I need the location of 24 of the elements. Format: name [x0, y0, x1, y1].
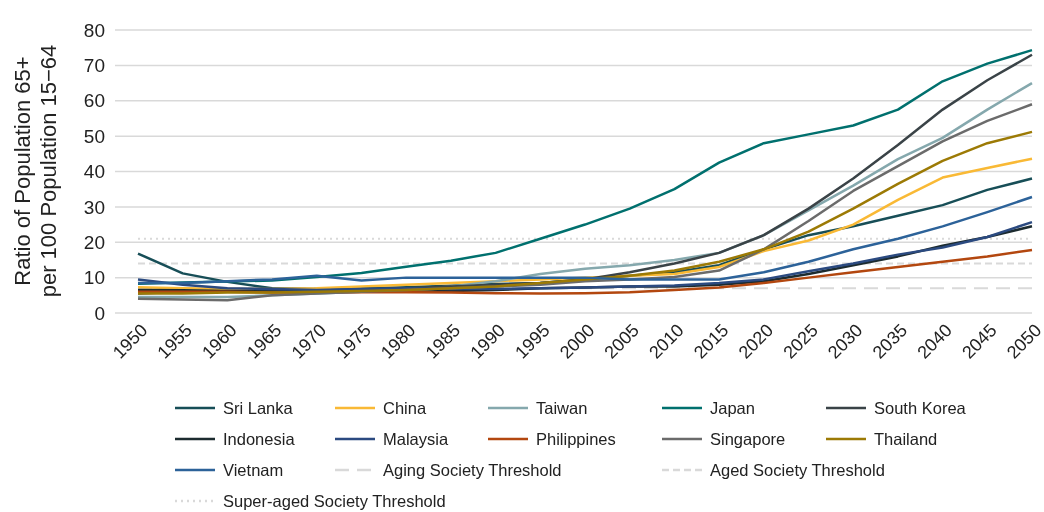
y-axis-title: Ratio of Population 65+ per 100 Population 15−64 — [10, 44, 62, 298]
y-tick-label: 20 — [83, 231, 105, 253]
legend-label: Aging Society Threshold — [383, 460, 562, 479]
legend-label: China — [383, 398, 427, 417]
legend-label: Malaysia — [383, 429, 449, 448]
y-tick-label: 40 — [83, 161, 105, 183]
legend-label: Vietnam — [223, 460, 284, 479]
y-tick-label: 70 — [83, 55, 105, 77]
y-tick-label: 30 — [83, 196, 105, 218]
legend-label: Philippines — [536, 429, 616, 448]
legend-label: Singapore — [710, 429, 786, 448]
legend-label: Sri Lanka — [223, 398, 294, 417]
legend-label: Taiwan — [536, 398, 588, 417]
legend-label: South Korea — [874, 398, 967, 417]
y-tick-label: 0 — [94, 302, 105, 324]
y-tick-label: 10 — [83, 267, 105, 289]
legend-label: Japan — [710, 398, 755, 417]
legend-label: Super-aged Society Threshold — [223, 491, 446, 510]
legend-label: Aged Society Threshold — [710, 460, 885, 479]
y-tick-label: 80 — [83, 19, 105, 41]
y-tick-label: 60 — [83, 90, 105, 112]
y-tick-label: 50 — [83, 125, 105, 147]
legend-label: Thailand — [874, 429, 938, 448]
legend-label: Indonesia — [223, 429, 296, 448]
